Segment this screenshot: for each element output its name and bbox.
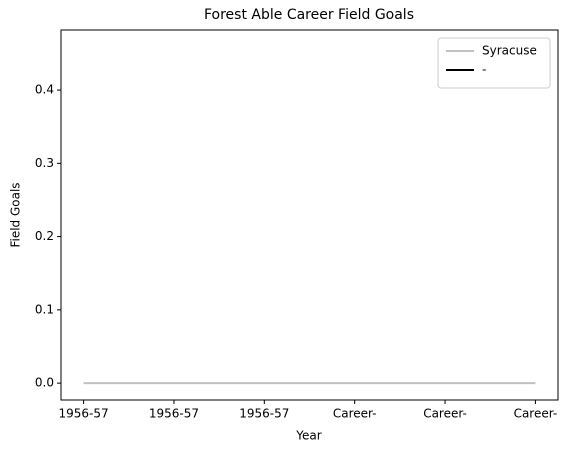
legend-label: Syracuse [482,44,537,58]
x-tick-label: 1956-57 [149,407,199,421]
y-tick-label: 0.0 [35,376,54,390]
x-tick-label: 1956-57 [59,407,109,421]
x-axis-label: Year [295,429,321,443]
plot-frame [60,29,559,401]
x-tick-label: Career- [514,407,558,421]
chart-title: Forest Able Career Field Goals [204,7,414,23]
y-tick-label: 0.1 [35,302,54,316]
y-tick-label: 0.4 [35,83,54,97]
x-tick-label: Career- [333,407,377,421]
x-tick-label: 1956-57 [239,407,289,421]
y-axis-label: Field Goals [9,182,23,247]
y-tick-label: 0.2 [35,229,54,243]
legend-label: - [482,63,486,77]
x-tick-label: Career- [423,407,467,421]
y-tick-label: 0.3 [35,156,54,170]
